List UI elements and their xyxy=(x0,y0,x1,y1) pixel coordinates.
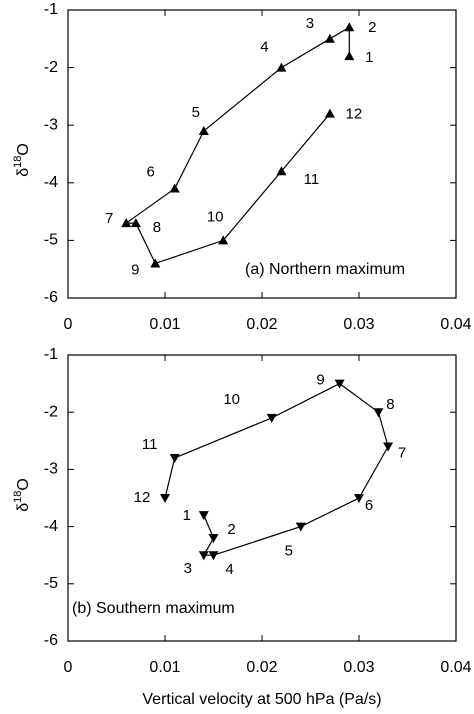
y-tick-label: -1 xyxy=(44,346,58,363)
point-label: 4 xyxy=(260,39,268,56)
point-marker xyxy=(383,442,394,452)
point-marker xyxy=(198,511,209,521)
x-axis-label: Vertical velocity at 500 hPa (Pa/s) xyxy=(142,691,381,708)
point-label: 4 xyxy=(225,561,233,578)
x-tick-label: 0.03 xyxy=(343,659,374,676)
y-tick-label: -6 xyxy=(44,289,58,306)
point-label: 3 xyxy=(306,15,314,32)
point-marker xyxy=(344,51,355,61)
point-label: 1 xyxy=(183,507,191,524)
point-marker xyxy=(169,453,180,463)
x-tick-label: 0 xyxy=(64,659,73,676)
y-axis-label: δ18O xyxy=(12,478,32,512)
y-tick-label: -3 xyxy=(44,461,58,478)
y-axis-label-part: O xyxy=(15,143,32,155)
point-label: 5 xyxy=(192,104,200,121)
point-marker xyxy=(295,522,306,532)
y-tick-label: -2 xyxy=(44,403,58,420)
point-marker xyxy=(150,258,161,268)
series-line xyxy=(124,26,350,265)
x-tick-label: 0.01 xyxy=(149,659,180,676)
point-marker xyxy=(218,235,229,245)
plot-frame xyxy=(67,354,457,642)
point-label: 8 xyxy=(153,219,161,236)
x-tick-label: 0.04 xyxy=(440,316,471,333)
series-line xyxy=(164,382,389,556)
y-tick-label: -4 xyxy=(44,174,58,191)
point-label: 2 xyxy=(227,521,235,538)
point-marker xyxy=(324,33,335,43)
x-tick-label: 0.01 xyxy=(149,316,180,333)
point-marker xyxy=(324,108,335,118)
point-label: 10 xyxy=(207,208,224,225)
point-label: 11 xyxy=(142,436,158,453)
point-label: 6 xyxy=(147,164,155,181)
point-marker xyxy=(354,494,364,503)
point-marker xyxy=(198,551,209,561)
point-label: 12 xyxy=(134,489,151,506)
point-marker xyxy=(276,62,287,72)
y-tick-label: -4 xyxy=(44,518,58,535)
point-label: 9 xyxy=(131,261,139,278)
point-label: 12 xyxy=(346,106,363,123)
y-axis-label-part: δ xyxy=(15,168,32,177)
point-marker xyxy=(373,408,384,418)
point-marker xyxy=(169,183,180,193)
y-axis-label-part: δ xyxy=(15,503,32,512)
y-tick-label: -5 xyxy=(44,232,58,249)
point-marker xyxy=(266,413,277,423)
point-marker xyxy=(208,534,219,544)
y-tick-label: -6 xyxy=(44,632,58,649)
y-tick-label: -3 xyxy=(44,116,58,133)
x-tick-label: 0.03 xyxy=(343,316,374,333)
point-label: 3 xyxy=(184,560,192,577)
panel-annotation: (b) Southern maximum xyxy=(72,600,235,617)
point-marker xyxy=(208,551,219,561)
point-label: 9 xyxy=(316,372,324,389)
point-label: 5 xyxy=(285,543,293,560)
point-label: 11 xyxy=(304,171,320,188)
y-axis-label-part: O xyxy=(15,478,32,490)
panel-annotation: (a) Northern maximum xyxy=(245,261,405,278)
x-tick-label: 0.02 xyxy=(246,316,277,333)
point-label: 7 xyxy=(105,210,113,227)
point-label: 1 xyxy=(365,49,373,66)
point-label: 10 xyxy=(223,391,240,408)
y-tick-label: -2 xyxy=(44,59,58,76)
point-marker xyxy=(130,218,141,228)
x-tick-label: 0 xyxy=(64,316,73,333)
point-marker xyxy=(334,379,345,389)
point-marker xyxy=(160,494,170,503)
y-axis-label-part: 18 xyxy=(12,491,24,503)
point-label: 8 xyxy=(386,396,394,413)
y-tick-label: -1 xyxy=(44,1,58,18)
point-label: 2 xyxy=(368,19,376,36)
x-tick-label: 0.02 xyxy=(246,659,277,676)
point-marker xyxy=(198,125,209,135)
y-axis-label: δ18O xyxy=(12,143,32,177)
point-label: 6 xyxy=(365,497,373,514)
y-axis-label-part: 18 xyxy=(12,156,24,168)
point-marker xyxy=(276,166,287,176)
point-marker xyxy=(121,218,132,228)
y-tick-label: -5 xyxy=(44,575,58,592)
x-tick-label: 0.04 xyxy=(440,659,471,676)
point-marker xyxy=(344,22,355,32)
point-label: 7 xyxy=(398,444,406,461)
